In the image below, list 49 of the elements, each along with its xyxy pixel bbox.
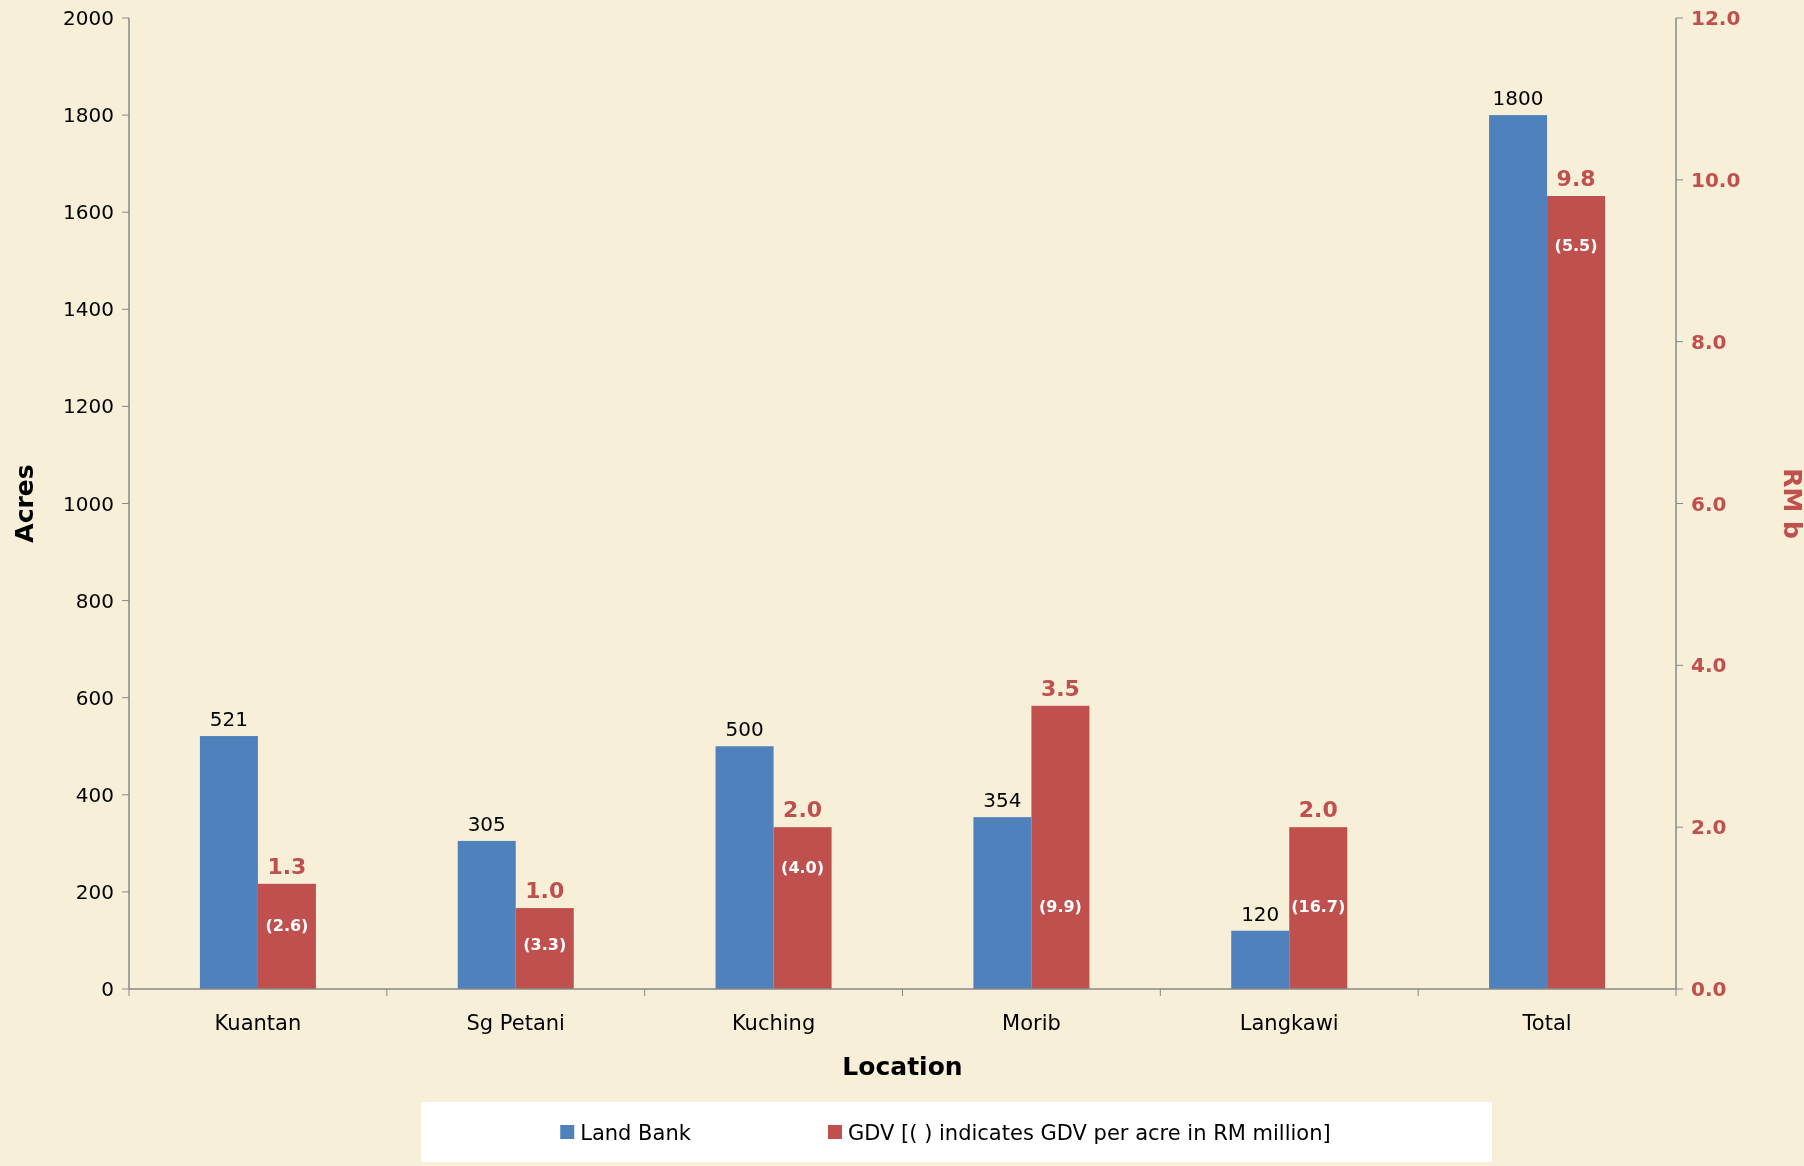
y-tick-label: 200 <box>75 879 114 904</box>
y-tick-label: 1800 <box>63 103 114 128</box>
annotation: (4.0) <box>781 857 825 877</box>
y-tick-label: 1600 <box>63 200 114 225</box>
bar <box>1289 827 1348 989</box>
data-label: 120 <box>1241 901 1280 926</box>
legend-label: Land Bank <box>580 1121 692 1145</box>
data-label: 1800 <box>1492 86 1544 111</box>
y2-axis-title: RM b <box>1778 468 1804 539</box>
x-axis-title: Location <box>842 1052 963 1081</box>
data-label: 9.8 <box>1556 166 1596 192</box>
y2-tick-label: 8.0 <box>1691 329 1727 354</box>
y2-tick-label: 10.0 <box>1691 167 1741 192</box>
y2-tick-label: 4.0 <box>1691 653 1727 678</box>
data-label: 500 <box>725 717 764 742</box>
data-label: 3.5 <box>1040 675 1080 701</box>
data-label: 1.3 <box>267 853 307 879</box>
data-label: 354 <box>983 788 1022 813</box>
annotation: (2.6) <box>265 916 309 936</box>
y2-tick-label: 0.0 <box>1691 977 1727 1001</box>
data-label: 1.0 <box>525 878 565 904</box>
y-tick-label: 400 <box>75 782 114 807</box>
y-tick-label: 1000 <box>63 491 114 516</box>
x-tick-label: Sg Petani <box>466 1011 565 1035</box>
legend-label: GDV [( ) indicates GDV per acre in RM million] <box>847 1121 1331 1145</box>
y-tick-label: 800 <box>75 588 114 613</box>
annotation: (5.5) <box>1554 235 1598 255</box>
data-label: 305 <box>467 811 506 836</box>
y-tick-label: 600 <box>75 685 114 710</box>
data-label: 2.0 <box>783 797 823 823</box>
x-tick-label: Langkawi <box>1239 1011 1339 1035</box>
annotation: (9.9) <box>1038 897 1082 917</box>
y2-tick-label: 2.0 <box>1691 815 1727 840</box>
y2-tick-label: 12.0 <box>1691 6 1741 30</box>
y-axis-title: Acres <box>10 464 39 543</box>
y2-tick-label: 6.0 <box>1691 491 1727 516</box>
x-tick-label: Total <box>1521 1011 1572 1035</box>
y-tick-label: 2000 <box>63 6 114 30</box>
y-tick-label: 1200 <box>63 394 114 419</box>
data-label: 2.0 <box>1298 797 1338 823</box>
x-tick-label: Kuching <box>731 1011 816 1035</box>
data-label: 521 <box>209 707 248 732</box>
x-tick-label: Kuantan <box>214 1011 302 1035</box>
y-tick-label: 1400 <box>63 297 114 322</box>
bar <box>199 736 258 989</box>
y-tick-label: 0 <box>101 977 114 1001</box>
x-tick-label: Morib <box>1002 1011 1061 1035</box>
annotation: (16.7) <box>1291 897 1346 917</box>
annotation: (3.3) <box>523 934 567 954</box>
